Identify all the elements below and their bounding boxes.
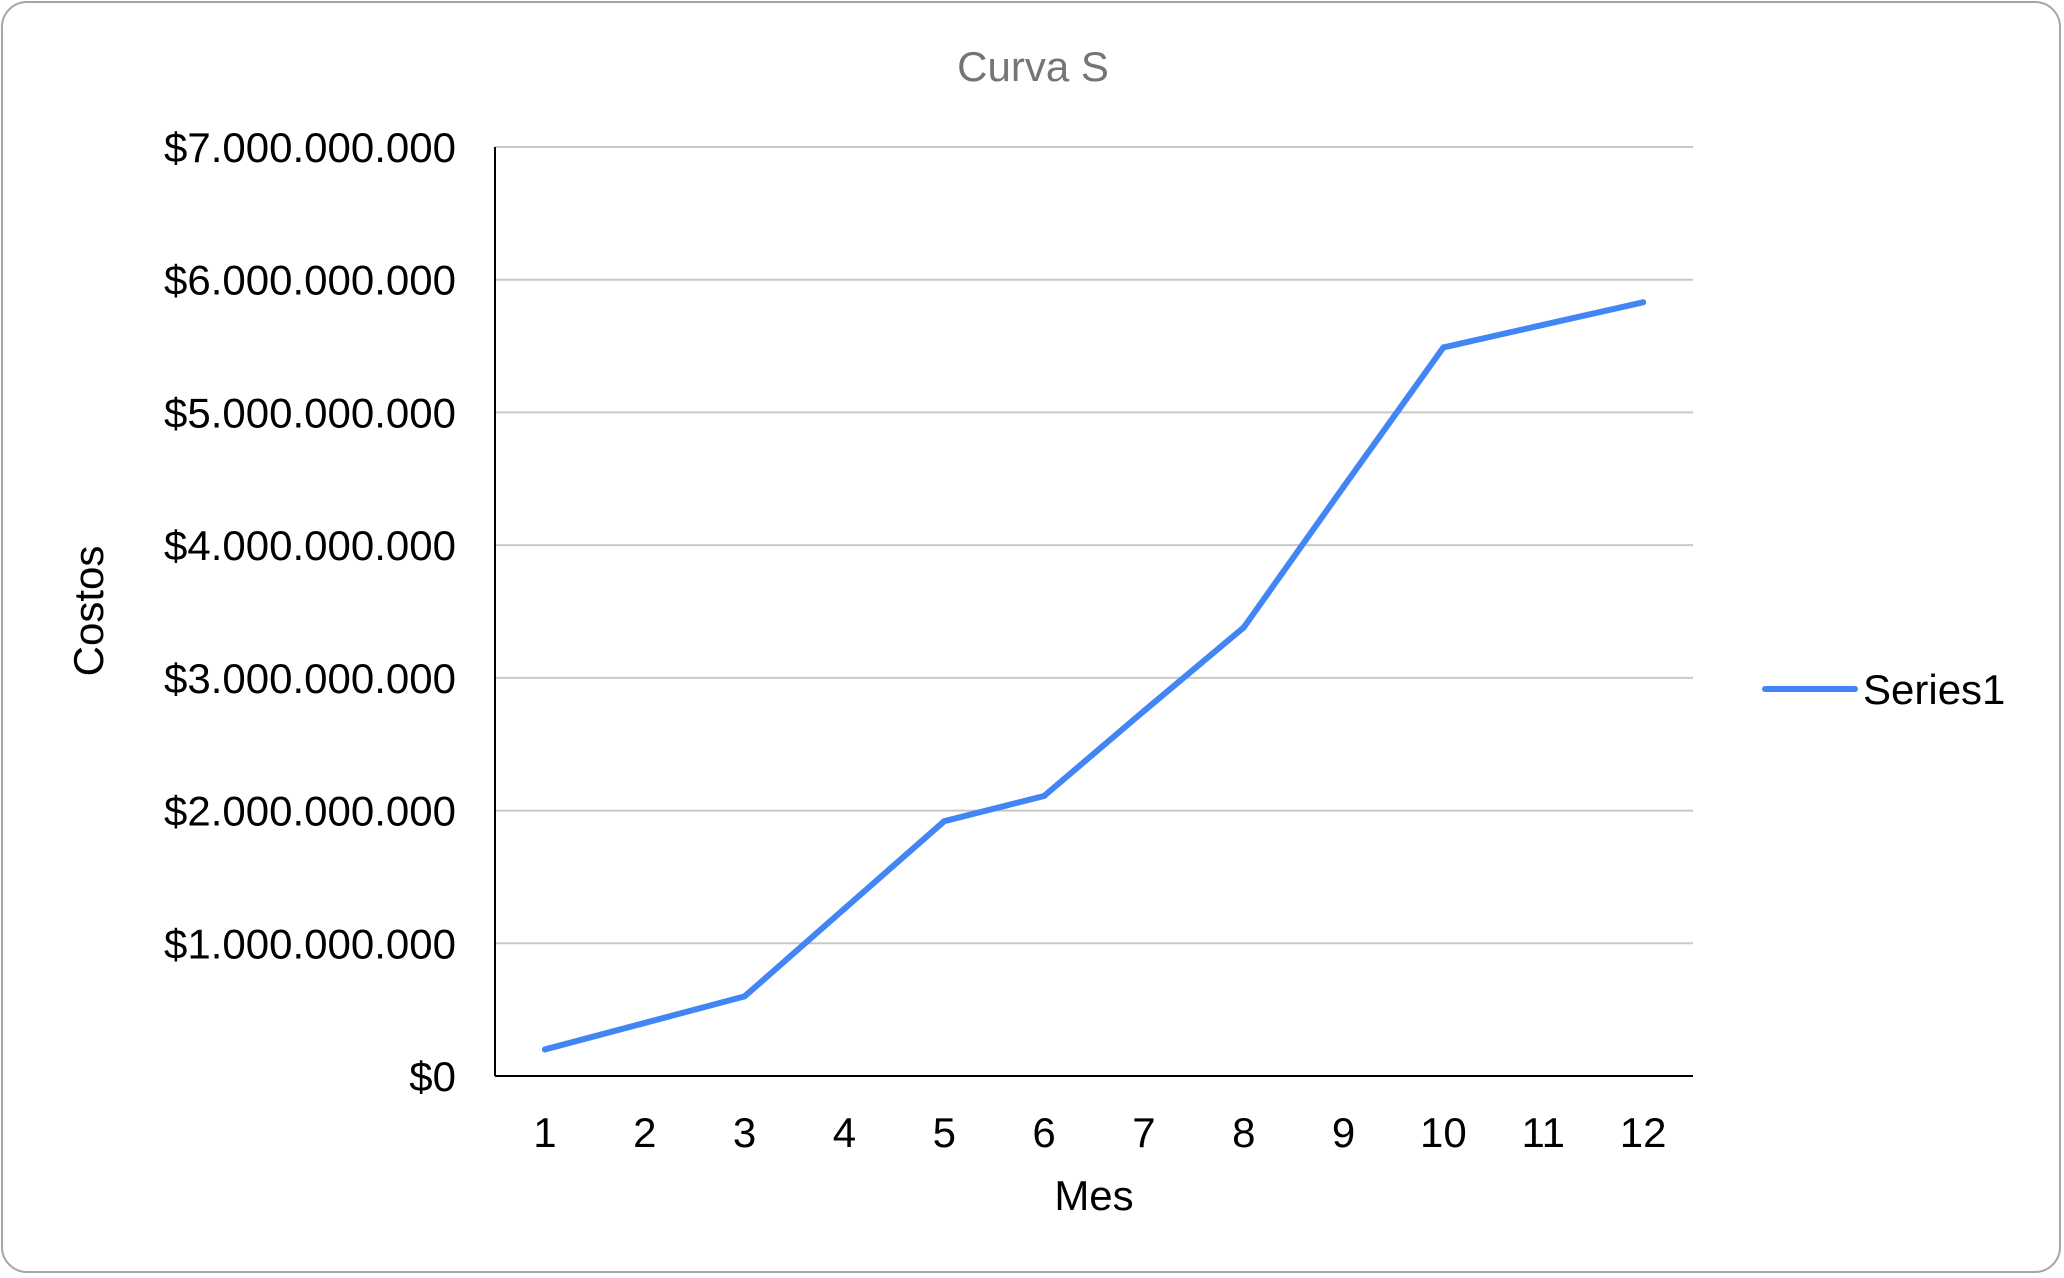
x-tick-label: 10 xyxy=(1420,1109,1467,1156)
legend: Series1 xyxy=(1762,666,2005,713)
gridlines xyxy=(495,146,1693,945)
data-point xyxy=(1240,624,1247,631)
x-tick-label: 3 xyxy=(733,1109,756,1156)
y-tick-label: $0 xyxy=(409,1053,456,1100)
y-axis-label: Costos xyxy=(65,546,112,677)
series-line-series1 xyxy=(541,299,1647,1053)
y-tick-label: $1.000.000.000 xyxy=(164,920,456,967)
data-point xyxy=(741,993,748,1000)
data-point xyxy=(1041,792,1048,799)
x-tick-label: 2 xyxy=(633,1109,656,1156)
data-point xyxy=(1540,321,1547,328)
y-tick-labels: $0 $1.000.000.000 $2.000.000.000 $3.000.000… xyxy=(164,124,456,1100)
x-tick-label: 12 xyxy=(1620,1109,1667,1156)
legend-label-series1: Series1 xyxy=(1863,666,2005,713)
x-axis-label: Mes xyxy=(1054,1172,1133,1219)
y-tick-label: $5.000.000.000 xyxy=(164,389,456,436)
data-point xyxy=(1440,344,1447,351)
data-point xyxy=(1140,708,1147,715)
x-tick-label: 7 xyxy=(1132,1109,1155,1156)
data-point xyxy=(1340,483,1347,490)
data-point xyxy=(641,1019,648,1026)
x-tick-label: 5 xyxy=(933,1109,956,1156)
x-tick-label: 6 xyxy=(1032,1109,1055,1156)
y-tick-label: $7.000.000.000 xyxy=(164,124,456,171)
y-tick-label: $4.000.000.000 xyxy=(164,522,456,569)
y-tick-label: $6.000.000.000 xyxy=(164,257,456,304)
x-tick-label: 11 xyxy=(1521,1109,1565,1156)
x-tick-label: 9 xyxy=(1332,1109,1355,1156)
x-tick-label: 1 xyxy=(533,1109,556,1156)
x-tick-label: 4 xyxy=(833,1109,856,1156)
data-point xyxy=(541,1046,548,1053)
chart-title: Curva S xyxy=(957,43,1109,90)
chart-svg: Curva S $0 $1.000.000.000 $2.000.000.000 $3… xyxy=(65,43,2005,1219)
data-point xyxy=(1640,299,1647,306)
data-point xyxy=(841,905,848,912)
y-tick-label: $2.000.000.000 xyxy=(164,788,456,835)
x-tick-label: 8 xyxy=(1232,1109,1255,1156)
y-tick-label: $3.000.000.000 xyxy=(164,655,456,702)
data-point xyxy=(941,818,948,825)
x-tick-labels: 1 2 3 4 5 6 7 8 9 10 11 12 xyxy=(533,1109,1666,1156)
series-layer xyxy=(541,299,1647,1053)
